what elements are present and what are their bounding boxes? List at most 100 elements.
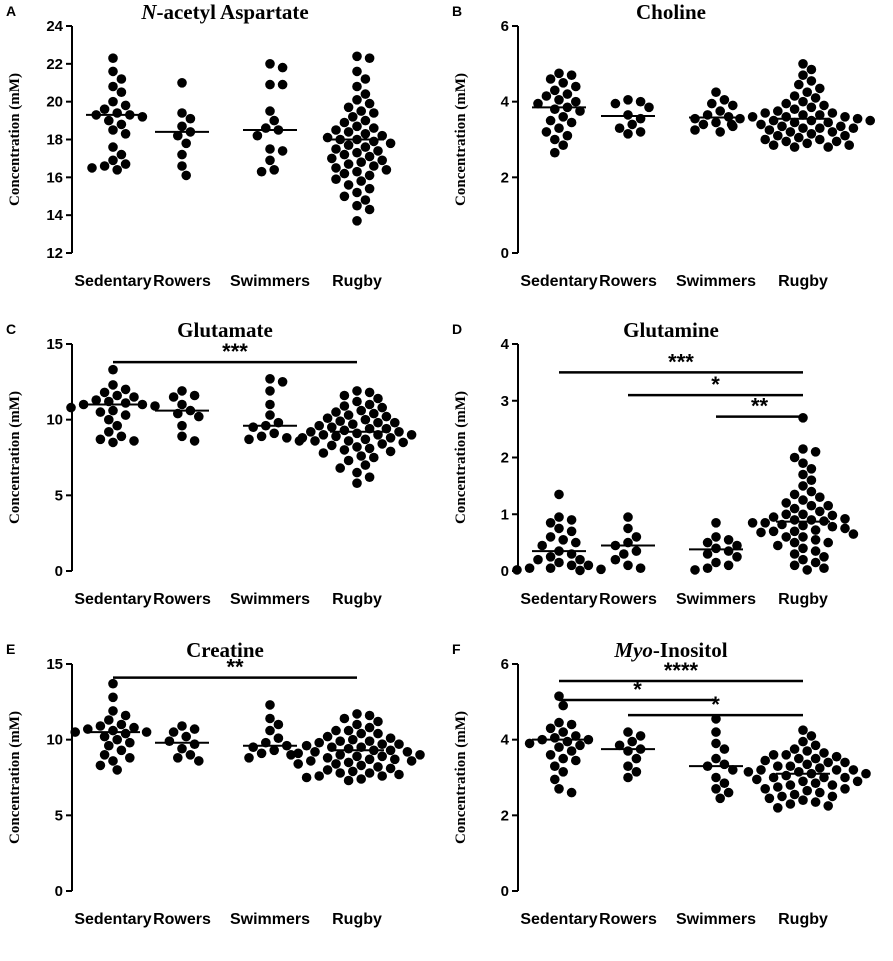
data-point-rugby: [352, 200, 362, 211]
data-point-swimmers: [711, 532, 721, 542]
data-point-swimmers: [286, 750, 296, 760]
data-point-rugby: [343, 743, 354, 754]
data-point-rowers: [631, 767, 642, 777]
data-point-sedentary: [108, 437, 118, 448]
y-axis-label: Concentration (mM): [7, 391, 23, 524]
data-point-sedentary: [524, 563, 535, 573]
data-point-sedentary: [571, 755, 581, 766]
data-point-rugby: [364, 204, 375, 215]
data-point-rugby: [348, 112, 358, 122]
data-point-swimmers: [690, 125, 700, 135]
data-point-swimmers: [732, 540, 742, 551]
data-point-rowers: [635, 96, 646, 107]
data-point-sedentary: [116, 431, 127, 442]
data-point-rugby: [802, 87, 812, 97]
data-point-swimmers: [265, 399, 275, 410]
data-point-rugby: [352, 719, 362, 730]
data-point-rugby: [798, 123, 808, 133]
data-point-rugby: [802, 785, 812, 796]
data-point-rugby: [364, 399, 375, 410]
data-point-rugby: [798, 469, 808, 480]
data-point-rowers: [627, 119, 637, 130]
data-point-rugby: [352, 751, 362, 762]
data-point-rugby: [785, 127, 796, 137]
data-point-rugby: [335, 463, 346, 473]
data-point-sedentary: [108, 706, 118, 716]
data-point-sedentary: [87, 163, 97, 173]
data-point-rugby: [768, 512, 779, 522]
data-point-swimmers: [256, 431, 267, 442]
data-point-rugby: [381, 411, 392, 422]
data-point-rugby: [373, 762, 383, 772]
y-tick-label: 20: [46, 94, 63, 111]
data-point-swimmers: [711, 714, 721, 724]
data-point-rugby: [831, 136, 842, 147]
data-point-rugby: [827, 791, 838, 802]
data-point-rugby: [781, 498, 791, 508]
data-point-rugby: [352, 51, 362, 62]
data-point-rugby: [339, 390, 350, 401]
panel-c: C Glutamate Concentration (mM) 0 5 10 15 Sede…: [0, 318, 446, 638]
data-point-rugby: [297, 433, 308, 443]
data-point-sedentary: [545, 115, 556, 126]
data-point-sedentary: [104, 115, 114, 126]
data-point-rugby: [823, 757, 833, 768]
panel-letter: A: [6, 3, 17, 19]
data-point-swimmers: [273, 719, 284, 730]
data-point-swimmers: [702, 563, 713, 573]
data-point-rugby: [364, 754, 375, 765]
data-point-sedentary: [108, 53, 118, 63]
data-point-swimmers: [690, 113, 700, 124]
data-point-rugby: [364, 768, 375, 778]
data-point-sedentary: [137, 399, 148, 410]
data-point-rugby: [815, 763, 825, 773]
data-point-rugby: [768, 526, 779, 537]
data-point-rugby: [810, 546, 821, 556]
x-category-label: Swimmers: [230, 591, 310, 608]
data-point-rugby: [789, 489, 800, 500]
data-point-rugby: [314, 771, 325, 781]
data-point-rowers: [177, 78, 187, 88]
data-point-sedentary: [99, 387, 110, 398]
data-point-rowers: [623, 95, 633, 105]
data-point-sedentary: [120, 159, 131, 169]
data-point-rugby: [781, 750, 791, 760]
data-point-rugby: [819, 772, 829, 783]
data-point-sedentary: [541, 91, 552, 101]
data-point-swimmers: [273, 733, 284, 743]
data-point-rowers: [189, 724, 200, 734]
data-point-sedentary: [104, 740, 114, 751]
data-point-rugby: [798, 532, 808, 542]
y-tick-label: 4: [501, 732, 510, 749]
data-point-swimmers: [711, 727, 721, 737]
data-point-swimmers: [702, 537, 713, 548]
data-point-rugby: [364, 736, 375, 746]
data-point-rugby: [806, 486, 817, 497]
data-point-swimmers: [269, 115, 280, 126]
data-point-rugby: [777, 791, 787, 802]
data-point-rugby: [356, 728, 367, 739]
data-point-swimmers: [248, 422, 258, 432]
y-tick-label: 4: [501, 336, 510, 353]
data-point-rugby: [819, 563, 829, 573]
data-point-rugby: [743, 767, 754, 777]
significance-label: **: [226, 655, 244, 680]
data-point-sedentary: [120, 728, 131, 739]
data-point-rugby: [840, 784, 850, 794]
data-point-swimmers: [277, 146, 288, 156]
data-point-rugby: [768, 750, 779, 760]
data-point-rugby: [827, 780, 838, 790]
data-point-rugby: [352, 187, 362, 198]
data-point-rugby: [339, 191, 350, 202]
data-point-swimmers: [265, 79, 275, 90]
data-point-rowers: [177, 743, 187, 754]
data-point-rugby: [789, 503, 800, 514]
data-point-swimmers: [723, 535, 734, 545]
data-point-sedentary: [108, 405, 118, 416]
data-point-sedentary: [541, 127, 552, 137]
data-point-rugby: [373, 417, 383, 428]
data-point-rugby: [785, 780, 796, 790]
data-point-rugby: [798, 70, 808, 80]
data-point-rugby: [322, 132, 333, 143]
